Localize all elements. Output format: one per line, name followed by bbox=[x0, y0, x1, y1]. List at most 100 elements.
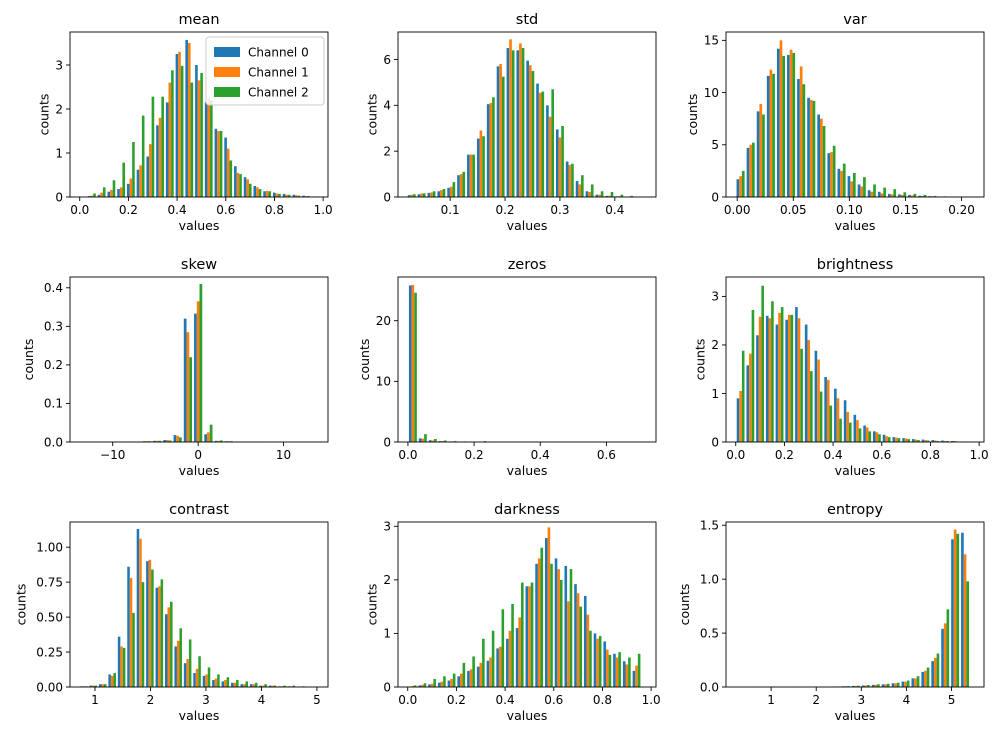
bar bbox=[482, 638, 485, 687]
subplot-mean: 0.0 0.2 0.4 0.6 0.8 1.0 0 1 2 3 mean values counts Ch… bbox=[36, 12, 332, 233]
y-tick-label: 0 bbox=[383, 680, 391, 694]
bar bbox=[187, 43, 191, 197]
bar bbox=[207, 98, 211, 197]
bar bbox=[521, 582, 524, 687]
bar bbox=[837, 168, 841, 197]
x-axis-label: values bbox=[179, 708, 220, 723]
bar bbox=[453, 441, 457, 442]
bar bbox=[431, 440, 435, 442]
bar bbox=[151, 96, 155, 197]
bar bbox=[873, 431, 876, 442]
bar bbox=[151, 569, 154, 687]
plot-frame bbox=[69, 276, 329, 443]
bar bbox=[884, 684, 887, 687]
bar bbox=[194, 313, 197, 442]
y-tick-label: 20 bbox=[376, 314, 391, 328]
bar bbox=[442, 188, 446, 197]
bar bbox=[536, 83, 539, 197]
bar bbox=[501, 609, 505, 687]
bar bbox=[180, 65, 184, 197]
bar bbox=[467, 154, 470, 197]
bar bbox=[165, 102, 169, 197]
bar bbox=[443, 440, 447, 442]
bar bbox=[171, 70, 174, 197]
bar bbox=[411, 685, 414, 687]
bar bbox=[814, 350, 818, 442]
bar bbox=[186, 659, 189, 687]
bar bbox=[951, 539, 954, 687]
bar bbox=[89, 685, 93, 687]
bar bbox=[941, 628, 944, 687]
bar bbox=[127, 566, 130, 687]
bar bbox=[578, 184, 582, 197]
bar bbox=[819, 391, 823, 442]
bar bbox=[153, 440, 156, 442]
bar bbox=[141, 115, 145, 197]
x-tick-label: 4 bbox=[903, 693, 911, 707]
bar bbox=[207, 432, 210, 442]
bar bbox=[956, 533, 960, 687]
bar bbox=[628, 657, 631, 687]
subplot-title: var bbox=[843, 12, 866, 28]
bar bbox=[579, 606, 583, 687]
bar bbox=[554, 558, 558, 687]
y-tick-label: 0 bbox=[383, 190, 391, 204]
bar bbox=[440, 190, 443, 198]
y-tick-label: 5 bbox=[711, 138, 719, 152]
bar bbox=[548, 116, 552, 197]
bar bbox=[586, 614, 590, 687]
bar bbox=[618, 652, 621, 687]
bar bbox=[878, 434, 881, 442]
bar bbox=[408, 285, 412, 442]
bar bbox=[424, 434, 427, 442]
bar bbox=[126, 183, 130, 197]
bar bbox=[489, 103, 493, 197]
bar bbox=[450, 678, 453, 687]
bar bbox=[423, 683, 427, 687]
bar bbox=[883, 187, 886, 197]
bar bbox=[214, 128, 218, 197]
bar bbox=[417, 194, 421, 197]
bar bbox=[149, 144, 152, 197]
bar bbox=[498, 646, 502, 687]
y-axis-label: counts bbox=[677, 584, 692, 626]
bar bbox=[158, 117, 162, 197]
bar bbox=[923, 194, 927, 197]
bar bbox=[292, 194, 296, 197]
x-axis-label: values bbox=[507, 708, 548, 723]
bar bbox=[158, 440, 162, 442]
bar bbox=[749, 353, 752, 442]
legend-label: Channel 0 bbox=[248, 46, 309, 60]
bar bbox=[926, 667, 930, 687]
bar bbox=[155, 587, 159, 687]
bar bbox=[268, 685, 272, 687]
x-tick-label: 0.0 bbox=[398, 693, 417, 707]
subplot-title: contrast bbox=[169, 502, 229, 518]
subplot-title: zeros bbox=[508, 257, 547, 273]
x-tick-label: 0.8 bbox=[265, 203, 284, 217]
bar bbox=[155, 440, 159, 442]
bar bbox=[515, 628, 519, 687]
bar bbox=[564, 565, 568, 687]
bar bbox=[846, 411, 849, 442]
x-tick-label: 0.3 bbox=[550, 203, 569, 217]
bar bbox=[571, 163, 574, 197]
bar bbox=[179, 628, 182, 687]
bar bbox=[234, 166, 237, 197]
y-tick-label: 3 bbox=[55, 58, 63, 72]
bar bbox=[590, 184, 594, 197]
bar bbox=[895, 437, 898, 442]
y-tick-label: 10 bbox=[704, 86, 719, 100]
bar bbox=[518, 617, 521, 687]
bar bbox=[492, 97, 495, 197]
bar bbox=[167, 607, 171, 687]
x-tick-label: 0.10 bbox=[836, 203, 863, 217]
bar bbox=[873, 184, 876, 197]
bar bbox=[790, 314, 794, 442]
bar bbox=[771, 301, 774, 442]
bar bbox=[430, 683, 434, 687]
bar bbox=[541, 91, 545, 197]
bar bbox=[569, 569, 573, 687]
y-axis-label: counts bbox=[685, 94, 700, 136]
bar bbox=[615, 657, 619, 687]
